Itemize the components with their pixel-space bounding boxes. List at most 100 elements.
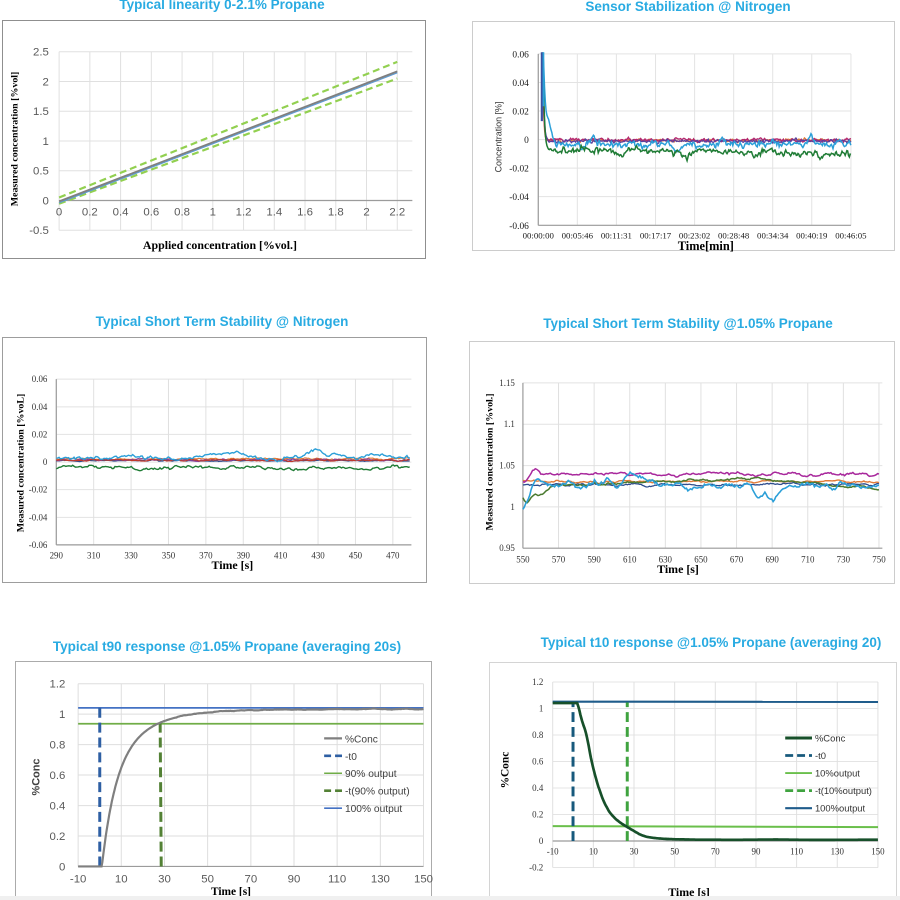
svg-text:0.8: 0.8 xyxy=(532,730,544,740)
svg-text:0.6: 0.6 xyxy=(532,756,544,766)
svg-text:150: 150 xyxy=(414,874,433,886)
svg-text:-t(90% output): -t(90% output) xyxy=(345,787,410,798)
svg-text:290: 290 xyxy=(50,551,64,561)
svg-text:730: 730 xyxy=(837,555,851,565)
svg-text:Time [s]: Time [s] xyxy=(211,886,251,898)
svg-text:0.04: 0.04 xyxy=(512,79,529,89)
svg-text:10: 10 xyxy=(115,874,128,886)
svg-text:2.5: 2.5 xyxy=(33,47,49,59)
svg-text:0.4: 0.4 xyxy=(532,783,544,793)
svg-text:1.2: 1.2 xyxy=(532,677,543,687)
svg-text:590: 590 xyxy=(587,555,601,565)
svg-text:-0.5: -0.5 xyxy=(29,225,49,237)
svg-text:310: 310 xyxy=(87,551,101,561)
svg-text:00:34:34: 00:34:34 xyxy=(757,231,789,241)
svg-text:30: 30 xyxy=(158,874,171,886)
svg-text:90% output: 90% output xyxy=(345,769,397,780)
svg-text:150: 150 xyxy=(871,846,885,856)
svg-text:670: 670 xyxy=(730,555,744,565)
svg-text:70: 70 xyxy=(711,846,720,856)
svg-text:0.2: 0.2 xyxy=(532,809,543,819)
svg-text:470: 470 xyxy=(386,551,400,561)
svg-text:130: 130 xyxy=(831,846,845,856)
svg-text:Time[min]: Time[min] xyxy=(678,239,734,253)
svg-text:1.2: 1.2 xyxy=(50,679,66,691)
svg-text:Time [s]: Time [s] xyxy=(211,558,253,572)
svg-text:Applied concentration [%vol.]: Applied concentration [%vol.] xyxy=(143,238,297,252)
svg-text:370: 370 xyxy=(199,551,213,561)
svg-text:Measured concentration [%voL]: Measured concentration [%voL] xyxy=(16,394,27,532)
svg-text:00:17:17: 00:17:17 xyxy=(640,231,672,241)
svg-text:50: 50 xyxy=(201,874,214,886)
svg-text:1.2: 1.2 xyxy=(236,206,252,218)
svg-text:-t0: -t0 xyxy=(815,750,826,761)
svg-text:Concentration [%]: Concentration [%] xyxy=(494,102,504,173)
svg-text:0: 0 xyxy=(539,836,544,846)
svg-text:00:23:02: 00:23:02 xyxy=(679,231,710,241)
svg-text:0.2: 0.2 xyxy=(50,831,66,843)
svg-text:410: 410 xyxy=(274,551,288,561)
svg-text:-0.04: -0.04 xyxy=(29,512,48,522)
svg-text:00:40:19: 00:40:19 xyxy=(796,231,828,241)
svg-text:70: 70 xyxy=(245,874,258,886)
svg-text:-0.02: -0.02 xyxy=(29,485,48,495)
svg-text:1.1: 1.1 xyxy=(504,419,515,429)
svg-text:0.02: 0.02 xyxy=(32,429,48,439)
svg-text:10%output: 10%output xyxy=(815,768,860,779)
svg-text:330: 330 xyxy=(124,551,138,561)
svg-text:550: 550 xyxy=(516,555,530,565)
svg-text:710: 710 xyxy=(801,555,815,565)
svg-text:00:11:31: 00:11:31 xyxy=(601,231,632,241)
svg-text:90: 90 xyxy=(288,874,301,886)
svg-text:430: 430 xyxy=(311,551,325,561)
svg-text:0.06: 0.06 xyxy=(512,50,529,60)
svg-text:0.4: 0.4 xyxy=(113,206,129,218)
svg-text:390: 390 xyxy=(237,551,251,561)
svg-text:Time [s]: Time [s] xyxy=(668,885,710,899)
svg-text:0.5: 0.5 xyxy=(33,166,49,178)
svg-text:0.95: 0.95 xyxy=(499,543,515,553)
svg-text:00:28:48: 00:28:48 xyxy=(718,231,750,241)
svg-text:0.8: 0.8 xyxy=(174,206,190,218)
svg-text:0.4: 0.4 xyxy=(50,801,66,813)
svg-text:0: 0 xyxy=(43,457,48,467)
svg-text:2: 2 xyxy=(363,206,369,218)
svg-text:650: 650 xyxy=(694,555,708,565)
svg-text:-0.2: -0.2 xyxy=(529,862,543,872)
svg-text:1.8: 1.8 xyxy=(328,206,344,218)
svg-text:-t0: -t0 xyxy=(345,752,357,763)
svg-text:0.6: 0.6 xyxy=(143,206,159,218)
svg-text:-0.06: -0.06 xyxy=(29,540,48,550)
svg-text:0: 0 xyxy=(43,195,49,207)
svg-text:1: 1 xyxy=(210,206,216,218)
svg-text:50: 50 xyxy=(670,846,679,856)
svg-text:1.05: 1.05 xyxy=(499,461,515,471)
svg-text:0.2: 0.2 xyxy=(82,206,98,218)
svg-text:110: 110 xyxy=(328,874,346,886)
svg-text:450: 450 xyxy=(349,551,363,561)
svg-text:130: 130 xyxy=(371,874,390,886)
svg-text:2.2: 2.2 xyxy=(389,206,405,218)
svg-text:350: 350 xyxy=(162,551,176,561)
svg-text:-0.06: -0.06 xyxy=(509,222,529,232)
svg-text:0: 0 xyxy=(524,136,529,146)
svg-text:-0.04: -0.04 xyxy=(509,193,529,203)
svg-text:Measured concentration [%vol]: Measured concentration [%vol] xyxy=(10,72,21,207)
svg-text:%Conc: %Conc xyxy=(815,732,846,743)
svg-text:0.6: 0.6 xyxy=(50,770,66,782)
svg-text:-t(10%output): -t(10%output) xyxy=(815,785,872,796)
svg-text:10: 10 xyxy=(589,846,598,856)
svg-text:1.4: 1.4 xyxy=(266,206,282,218)
svg-text:100% output: 100% output xyxy=(345,804,402,815)
svg-text:0.06: 0.06 xyxy=(32,374,48,384)
svg-text:%Conc: %Conc xyxy=(31,759,43,796)
svg-text:1: 1 xyxy=(43,136,49,148)
svg-text:%Conc: %Conc xyxy=(345,734,378,745)
svg-text:610: 610 xyxy=(623,555,637,565)
svg-text:1: 1 xyxy=(59,709,65,721)
svg-text:0.02: 0.02 xyxy=(512,107,529,117)
svg-text:1: 1 xyxy=(510,502,514,512)
svg-text:110: 110 xyxy=(790,846,804,856)
svg-text:00:05:46: 00:05:46 xyxy=(562,231,594,241)
svg-text:-0.02: -0.02 xyxy=(509,165,529,175)
